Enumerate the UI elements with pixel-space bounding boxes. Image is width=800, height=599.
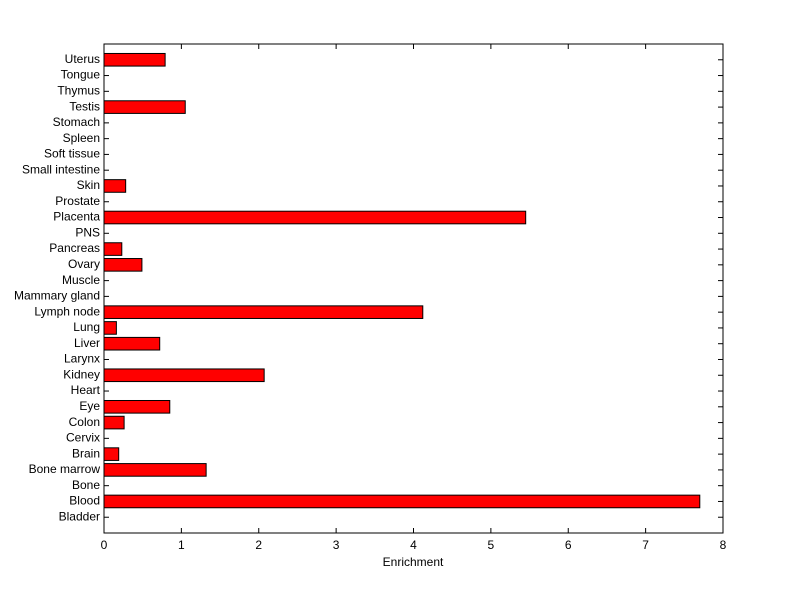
bar xyxy=(103,463,207,477)
bar xyxy=(103,210,527,225)
y-tick-label: Cervix xyxy=(66,431,100,445)
plot-frame xyxy=(103,43,724,534)
bar xyxy=(103,447,120,461)
y-tick-label: Bone xyxy=(72,478,100,492)
y-tick-label: Brain xyxy=(72,446,100,460)
y-tick-label: Placenta xyxy=(53,210,100,224)
x-tick-label: 5 xyxy=(488,538,495,552)
y-tick-label: Small intestine xyxy=(22,162,100,176)
x-tick-label: 3 xyxy=(333,538,340,552)
y-tick-label: Colon xyxy=(69,415,100,429)
y-tick-label: Prostate xyxy=(55,194,100,208)
bar xyxy=(103,242,123,256)
y-tick-label: Heart xyxy=(71,383,101,397)
bar xyxy=(103,336,161,351)
x-tick-label: 0 xyxy=(101,538,108,552)
x-axis-label: Enrichment xyxy=(383,555,444,569)
x-tick-label: 8 xyxy=(720,538,727,552)
x-tick-label: 2 xyxy=(255,538,262,552)
y-tick-label: Lung xyxy=(73,320,100,334)
y-tick-label: PNS xyxy=(75,225,100,239)
y-tick-label: Mammary gland xyxy=(14,289,100,303)
y-tick-label: Tongue xyxy=(61,68,101,82)
y-tick-label: Lymph node xyxy=(34,304,100,318)
bar xyxy=(103,368,265,383)
y-tick-label: Bone marrow xyxy=(29,462,101,476)
bar xyxy=(103,415,125,430)
bar xyxy=(103,321,117,335)
x-tick-label: 1 xyxy=(178,538,185,552)
x-tick-label: 7 xyxy=(642,538,649,552)
bar xyxy=(103,399,171,414)
y-tick-label: Testis xyxy=(69,99,100,113)
y-tick-label: Skin xyxy=(77,178,100,192)
y-tick-label: Bladder xyxy=(59,509,100,523)
y-tick-label: Soft tissue xyxy=(44,147,100,161)
y-tick-label: Larynx xyxy=(64,352,100,366)
y-tick-label: Eye xyxy=(79,399,100,413)
x-tick-label: 4 xyxy=(410,538,417,552)
y-tick-label: Uterus xyxy=(65,52,100,66)
y-tick-label: Liver xyxy=(74,336,100,350)
bar xyxy=(103,52,166,67)
x-tick-label: 6 xyxy=(565,538,572,552)
y-tick-label: Spleen xyxy=(63,131,100,145)
y-tick-label: Ovary xyxy=(68,257,100,271)
y-tick-label: Stomach xyxy=(53,115,100,129)
y-tick-label: Pancreas xyxy=(49,241,100,255)
y-tick-label: Thymus xyxy=(57,83,100,97)
y-tick-label: Kidney xyxy=(63,367,100,381)
y-tick-label: Muscle xyxy=(62,273,100,287)
bar xyxy=(103,258,143,272)
y-tick-label: Blood xyxy=(69,494,100,508)
bar xyxy=(103,305,424,319)
bar xyxy=(103,179,127,193)
bar xyxy=(103,100,186,114)
bar xyxy=(103,494,701,509)
